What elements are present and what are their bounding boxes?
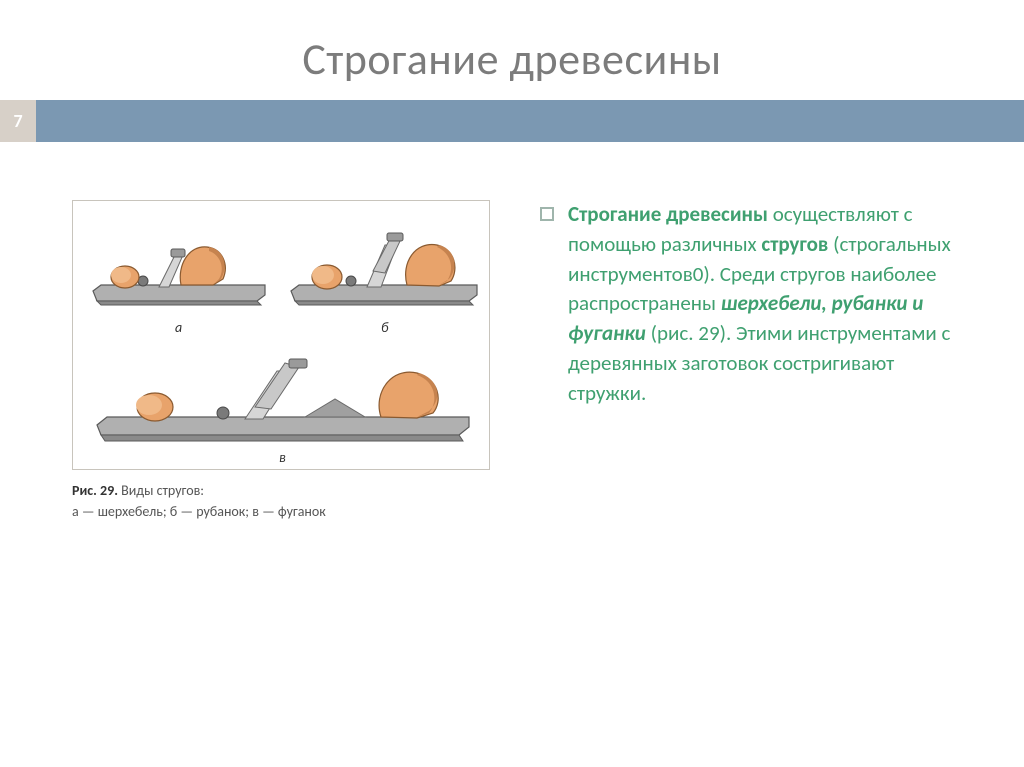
page-title: Строгание древесины [0,32,1024,86]
figure-box: а б [72,200,490,470]
text-column: Строгание древесины осуществляют с помощ… [540,200,960,409]
plane-c-illustration [95,351,471,451]
figure-label-c: в [279,449,286,466]
figure-label-a: а [175,319,182,336]
body-bold-2: стругов [761,231,828,257]
figure-caption: Рис. 29. Виды стругов: а — шерхебель; б … [72,480,490,522]
figure-container: а б [72,200,490,522]
body-paragraph: Строгание древесины осуществляют с помощ… [568,200,960,409]
plane-a-illustration [89,225,269,315]
header-band [0,100,1024,142]
caption-prefix: Рис. 29. [72,482,118,499]
plane-b-illustration [289,223,479,317]
caption-legend: а — шерхебель; б — рубанок; в — фуганок [72,503,326,520]
bullet-icon [540,207,554,221]
figure-label-b: б [381,319,388,336]
caption-title: Виды стругов: [121,482,204,499]
page-number-badge: 7 [0,100,36,142]
body-bold-1: Строгание древесины [568,201,768,227]
